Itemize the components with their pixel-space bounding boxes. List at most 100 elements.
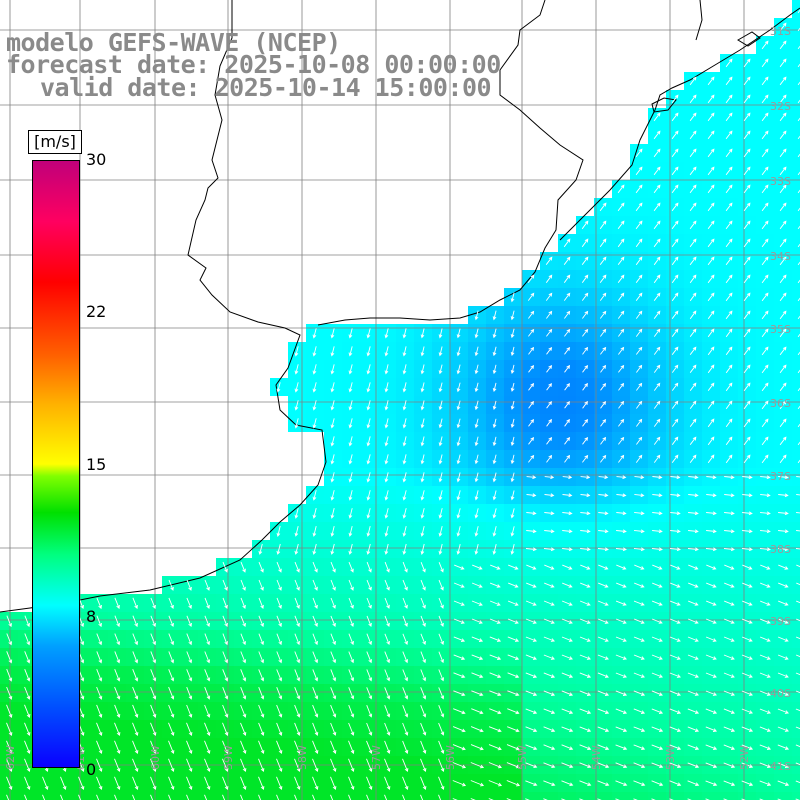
wind-speed-cell xyxy=(702,792,720,800)
latitude-label: 40S xyxy=(770,687,791,700)
wind-speed-cell xyxy=(558,792,576,800)
wind-speed-cell xyxy=(306,792,324,800)
wind-speed-cell xyxy=(792,36,800,54)
wind-speed-cell xyxy=(648,792,666,800)
wind-speed-cell xyxy=(792,450,800,468)
wind-speed-cell xyxy=(792,576,800,594)
wind-speed-cell xyxy=(792,306,800,324)
wind-speed-cell xyxy=(792,684,800,702)
wind-speed-cell xyxy=(108,792,126,800)
wind-speed-cell xyxy=(198,792,216,800)
latitude-label: 38S xyxy=(770,543,791,556)
latitude-label: 37S xyxy=(770,470,791,483)
wind-speed-cell xyxy=(792,774,800,792)
wind-speed-cell xyxy=(792,144,800,162)
wind-speed-cell xyxy=(234,792,252,800)
longitude-label: 60W xyxy=(149,745,162,770)
wind-speed-cell xyxy=(792,72,800,90)
wind-speed-cell xyxy=(792,324,800,342)
longitude-label: 57W xyxy=(370,745,383,770)
wind-speed-cell xyxy=(792,180,800,198)
wind-speed-cell xyxy=(792,558,800,576)
colorbar-tick-22: 22 xyxy=(86,302,106,321)
wind-speed-cell xyxy=(792,594,800,612)
wind-speed-cell xyxy=(792,612,800,630)
wind-speed-cell xyxy=(396,792,414,800)
wind-speed-cell xyxy=(792,342,800,360)
wind-speed-cell xyxy=(414,792,432,800)
wind-speed-cell xyxy=(288,792,306,800)
wind-speed-cell xyxy=(792,666,800,684)
wind-speed-cell xyxy=(666,792,684,800)
wind-speed-cell xyxy=(432,792,450,800)
wind-speed-cell xyxy=(342,792,360,800)
wind-speed-cell xyxy=(144,792,162,800)
longitude-label: 55W xyxy=(516,745,529,770)
wind-speed-cell xyxy=(792,216,800,234)
wind-speed-cell xyxy=(540,792,558,800)
wind-speed-cell xyxy=(162,792,180,800)
latitude-label: 34S xyxy=(770,250,791,263)
wind-speed-cell xyxy=(774,792,792,800)
wind-speed-cell xyxy=(792,378,800,396)
wind-speed-cell xyxy=(792,720,800,738)
wind-speed-cell xyxy=(720,792,738,800)
latitude-label: 35S xyxy=(770,323,791,336)
wind-speed-cell xyxy=(324,792,342,800)
wind-speed-cell xyxy=(270,792,288,800)
latitude-label: 41S xyxy=(770,760,791,773)
wind-speed-cell xyxy=(792,270,800,288)
wind-speed-cell xyxy=(792,414,800,432)
colorbar-tick-30: 30 xyxy=(86,150,106,169)
longitude-label: 53W xyxy=(664,745,677,770)
valid-date: valid date: 2025-10-14 15:00:00 xyxy=(40,75,491,101)
colorbar-units: [m/s] xyxy=(28,130,82,154)
longitude-label: 56W xyxy=(444,745,457,770)
wind-speed-cell xyxy=(684,792,702,800)
wind-speed-cell xyxy=(792,198,800,216)
colorbar-tick-0: 0 xyxy=(86,760,96,779)
wind-speed-cell xyxy=(792,648,800,666)
colorbar-tick-15: 15 xyxy=(86,455,106,474)
wind-speed-cell xyxy=(792,234,800,252)
wind-speed-cell xyxy=(792,54,800,72)
wind-speed-cell xyxy=(792,702,800,720)
wind-speed-cell xyxy=(792,126,800,144)
wind-speed-cell xyxy=(612,792,630,800)
longitude-label: 54W xyxy=(590,745,603,770)
wind-speed-cell xyxy=(378,792,396,800)
wind-speed-cell xyxy=(72,792,90,800)
colorbar xyxy=(32,160,80,768)
wind-speed-cell xyxy=(792,630,800,648)
wind-speed-cell xyxy=(522,792,540,800)
wind-speed-cell xyxy=(792,288,800,306)
wind-speed-cell xyxy=(792,18,800,36)
wind-speed-cell xyxy=(180,792,198,800)
wind-speed-cell xyxy=(792,162,800,180)
wind-speed-cell xyxy=(792,360,800,378)
wind-speed-cell xyxy=(756,792,774,800)
longitude-label: 62W xyxy=(4,745,17,770)
wind-speed-cell xyxy=(216,792,234,800)
wind-speed-cell xyxy=(630,792,648,800)
longitude-label: 58W xyxy=(296,745,309,770)
latitude-label: 32S xyxy=(770,100,791,113)
latitude-label: 36S xyxy=(770,397,791,410)
wind-speed-cell xyxy=(36,792,54,800)
wind-speed-cell xyxy=(252,792,270,800)
wind-speed-cell xyxy=(792,432,800,450)
latitude-label: 39S xyxy=(770,615,791,628)
wind-speed-cell xyxy=(90,792,108,800)
wind-speed-cell xyxy=(360,792,378,800)
colorbar-tick-8: 8 xyxy=(86,607,96,626)
wind-speed-cell xyxy=(54,792,72,800)
wind-speed-cell xyxy=(576,792,594,800)
wind-speed-cell xyxy=(792,108,800,126)
wind-speed-cell xyxy=(0,792,18,800)
latitude-label: 33S xyxy=(770,175,791,188)
wind-speed-cell xyxy=(738,792,756,800)
longitude-label: 59W xyxy=(222,745,235,770)
wind-speed-cell xyxy=(126,792,144,800)
